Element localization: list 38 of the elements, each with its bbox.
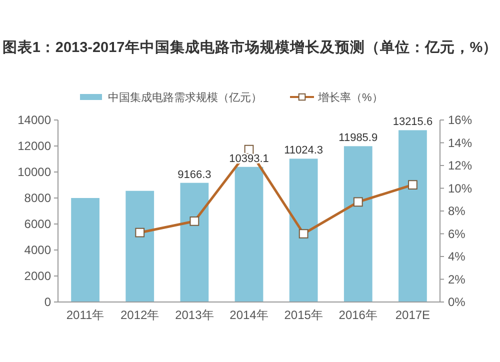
y2-tick-label: 16% xyxy=(448,113,472,127)
data-label: 11024.3 xyxy=(284,144,324,157)
y2-tick-label: 14% xyxy=(448,136,472,150)
legend-label: 中国集成电路需求规模（亿元） xyxy=(108,91,262,104)
y-tick-label: 14000 xyxy=(18,113,52,127)
x-tick-label: 2016年 xyxy=(338,308,378,322)
data-label: 13215.6 xyxy=(392,116,433,128)
y-tick-label: 0 xyxy=(44,295,52,309)
bar xyxy=(398,130,427,302)
y-tick-label: 8000 xyxy=(24,191,52,205)
x-tick-label: 2017E xyxy=(395,308,430,322)
bar xyxy=(71,198,100,302)
x-tick-label: 2014年 xyxy=(230,308,268,322)
y2-tick-label: 2% xyxy=(448,272,466,286)
x-tick-label: 2015年 xyxy=(284,308,323,322)
bar xyxy=(344,146,372,302)
y-tick-label: 10000 xyxy=(18,165,52,179)
y-tick-label: 4000 xyxy=(24,243,52,257)
bar xyxy=(289,158,318,302)
x-tick-label: 2013年 xyxy=(175,308,214,322)
x-tick-label: 2012年 xyxy=(120,308,160,322)
y2-tick-label: 8% xyxy=(448,204,466,218)
y2-tick-label: 12% xyxy=(448,158,472,172)
y2-tick-label: 4% xyxy=(448,250,466,264)
y-tick-label: 12000 xyxy=(18,139,52,153)
y-tick-label: 6000 xyxy=(24,217,52,231)
y-tick-label: 2000 xyxy=(24,269,52,283)
bar xyxy=(126,190,154,302)
x-tick-label: 2011年 xyxy=(66,308,104,322)
chart-title: 图表1：2013-2017年中国集成电路市场规模增长及预测（单位：亿元，%） xyxy=(2,38,498,56)
y2-tick-label: 6% xyxy=(448,226,466,241)
bar xyxy=(234,166,264,302)
legend-label: 增长率（%） xyxy=(317,91,383,104)
y2-tick-label: 10% xyxy=(448,181,472,196)
data-label: 11985.9 xyxy=(338,132,378,144)
data-label: 9166.3 xyxy=(178,168,212,181)
bar xyxy=(180,182,209,302)
y2-tick-label: 0% xyxy=(448,295,466,309)
